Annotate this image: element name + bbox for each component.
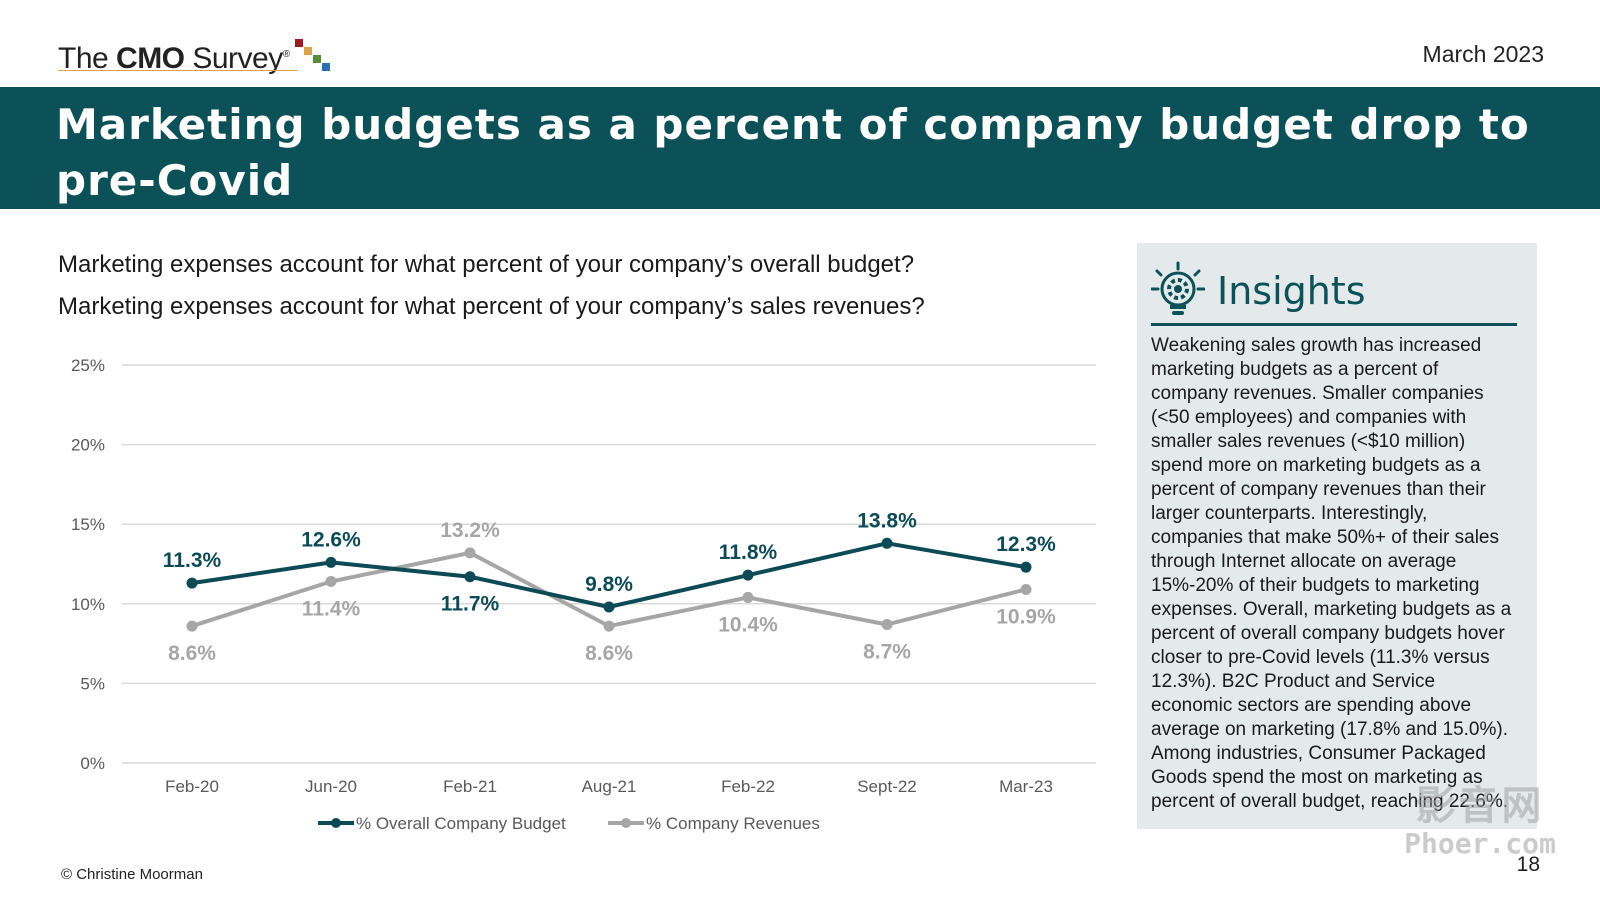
y-tick-label: 15% xyxy=(71,515,105,534)
x-tick-label: Sept-22 xyxy=(857,777,917,796)
budget-point xyxy=(186,577,198,589)
revenues-data-label: 13.2% xyxy=(440,519,500,542)
watermark: 影音网 Phoer.com xyxy=(1390,784,1570,860)
x-tick-label: Feb-22 xyxy=(721,777,775,796)
page-number: 18 xyxy=(1516,853,1540,876)
watermark-cn: 影音网 xyxy=(1415,784,1545,828)
question-budget: Marketing expenses account for what perc… xyxy=(58,251,915,278)
budget-data-label: 12.6% xyxy=(301,528,361,551)
logo-bold: CMO xyxy=(116,42,185,75)
title-line-1: Marketing budgets as a percent of compan… xyxy=(56,100,1530,205)
y-tick-label: 10% xyxy=(71,595,105,614)
x-tick-label: Feb-21 xyxy=(443,777,497,796)
budget-point xyxy=(881,537,893,549)
revenues-data-label: 8.7% xyxy=(863,640,911,663)
insights-body: Weakening sales growth has increased mar… xyxy=(1151,335,1512,812)
logo-prefix: The xyxy=(58,42,117,75)
cmo-survey-logo: The CMO Survey® xyxy=(58,30,332,74)
y-tick-label: 25% xyxy=(71,356,105,375)
logo-suffix: Survey xyxy=(184,42,283,75)
revenues-point xyxy=(186,620,198,632)
revenues-point xyxy=(742,591,754,603)
logo-registered: ® xyxy=(282,49,290,60)
budget-data-label: 11.8% xyxy=(719,541,778,564)
x-tick-label: Mar-23 xyxy=(999,777,1053,796)
y-tick-label: 5% xyxy=(80,674,105,693)
revenues-point xyxy=(603,620,615,632)
revenues-data-label: 8.6% xyxy=(168,642,216,665)
logo-squares-icon xyxy=(292,34,332,74)
budget-point xyxy=(603,601,615,613)
insights-panel: Insights Weakening sales growth has incr… xyxy=(1137,243,1537,829)
revenues-data-label: 10.4% xyxy=(718,613,778,636)
budget-data-label: 9.8% xyxy=(585,573,633,596)
revenues-data-label: 8.6% xyxy=(585,642,633,665)
survey-questions: Marketing expenses account for what perc… xyxy=(58,244,925,328)
budget-point xyxy=(464,571,476,583)
y-tick-label: 0% xyxy=(80,754,105,773)
copyright: © Christine Moorman xyxy=(61,866,203,883)
revenues-point xyxy=(881,618,893,630)
title-banner: Marketing budgets as a percent of compan… xyxy=(0,87,1600,317)
revenues-data-label: 10.9% xyxy=(996,605,1056,628)
budget-data-label: 13.8% xyxy=(857,509,917,532)
revenues-point xyxy=(1020,583,1032,595)
line-chart: 0% 5% 10% 15% 20% 25% Feb-20 Jun-20 Feb-21 Aug-21… xyxy=(0,340,1120,840)
chart-svg: 0% 5% 10% 15% 20% 25% Feb-20 Jun-20 Feb-21 Aug-21… xyxy=(71,356,1096,833)
legend-marker xyxy=(621,818,631,828)
x-tick-label: Jun-20 xyxy=(305,777,357,796)
watermark-en: Phoer.com xyxy=(1404,827,1556,860)
question-revenues: Marketing expenses account for what perc… xyxy=(58,293,925,320)
budget-data-label: 12.3% xyxy=(996,533,1056,556)
insights-header: Insights xyxy=(1150,259,1517,326)
x-tick-label: Feb-20 xyxy=(165,777,219,796)
y-tick-label: 20% xyxy=(71,436,105,455)
insights-title: Insights xyxy=(1217,269,1366,313)
budget-data-label: 11.7% xyxy=(441,593,500,616)
logo-underline xyxy=(58,70,298,71)
x-tick-label: Aug-21 xyxy=(582,777,637,796)
budget-point xyxy=(1020,561,1032,573)
logo-text: The CMO Survey® xyxy=(58,44,290,74)
legend-label: % Company Revenues xyxy=(646,814,820,833)
legend-marker xyxy=(331,818,341,828)
revenues-data-label: 11.4% xyxy=(302,598,361,621)
report-date: March 2023 xyxy=(1422,41,1544,67)
legend-label: % Overall Company Budget xyxy=(356,814,566,833)
revenues-point xyxy=(464,547,476,559)
revenues-point xyxy=(325,576,337,588)
budget-point xyxy=(325,556,337,568)
lightbulb-gear-icon xyxy=(1150,261,1206,322)
budget-data-label: 11.3% xyxy=(163,549,222,572)
budget-point xyxy=(742,569,754,581)
